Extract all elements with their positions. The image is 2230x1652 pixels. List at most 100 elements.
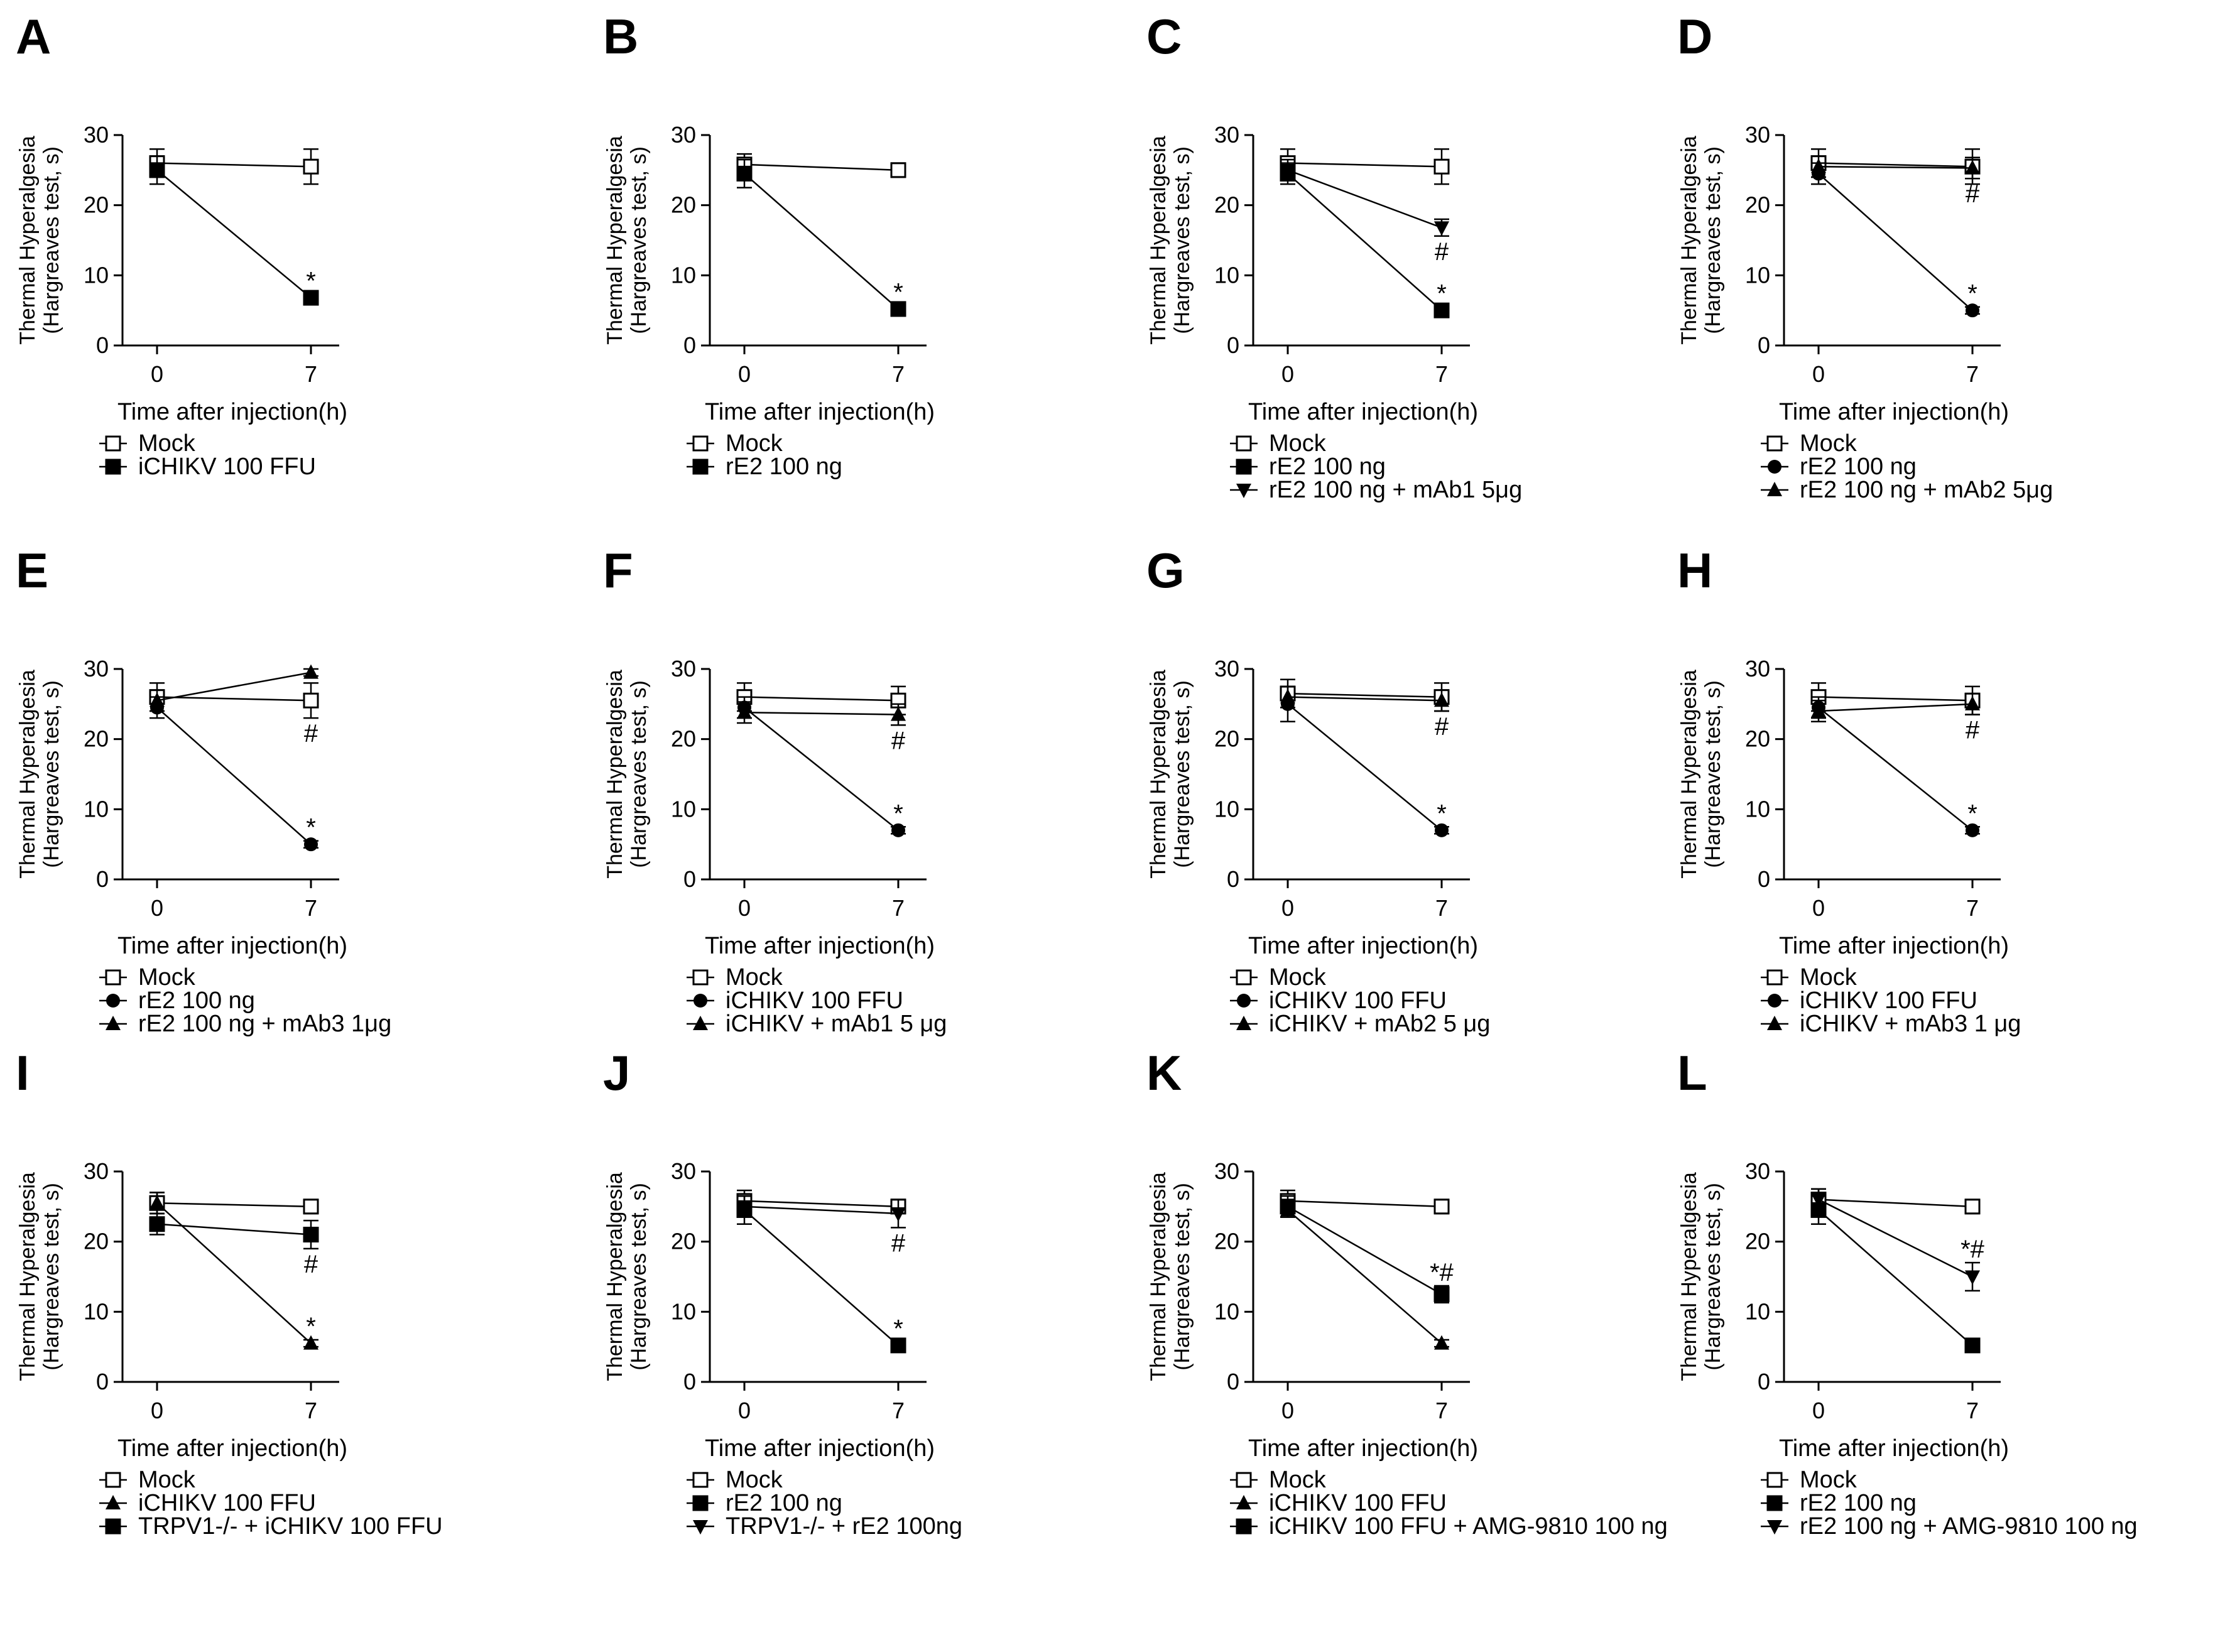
series-line	[744, 1205, 899, 1215]
series-line	[744, 163, 899, 171]
legend-item: Mock	[1761, 964, 1857, 991]
x-axis-title: Time after injection(h)	[1779, 1435, 2009, 1462]
legend-label: Mock	[138, 964, 196, 991]
y-tick-label: 30	[671, 122, 696, 148]
series-line	[1287, 1209, 1442, 1344]
data-point	[1811, 1193, 1826, 1208]
y-axis-title: (Hargreaves test, s)	[1170, 146, 1194, 334]
legend-item: iCHIKV 100 FFU	[99, 454, 316, 480]
x-tick-label: 0	[1812, 895, 1825, 921]
legend-item: rE2 100 ng	[99, 987, 255, 1014]
significance-mark: #	[304, 720, 318, 747]
legend-item: iCHIKV + mAb3 1 μg	[1761, 1011, 2021, 1037]
data-point	[890, 1337, 906, 1354]
significance-mark: *	[306, 267, 316, 295]
panel-F: F 0 10 20 30 0 7 Thermal Hyperalgesia (Hargreave…	[603, 543, 947, 1037]
series-line	[1287, 162, 1442, 168]
legend-item: Mock	[1761, 1467, 1857, 1493]
legend-marker	[693, 1016, 708, 1030]
y-tick-label: 10	[1214, 262, 1239, 288]
series-line	[156, 671, 312, 702]
x-tick-label: 7	[1966, 361, 1979, 387]
legend-marker	[1236, 1518, 1252, 1535]
panel-label: F	[603, 543, 633, 598]
data-point	[737, 1200, 752, 1215]
y-tick-label: 30	[671, 656, 696, 682]
series-line	[1818, 1209, 1973, 1346]
series-line	[744, 711, 899, 715]
data-point	[1966, 823, 1979, 837]
legend-label: Mock	[726, 430, 783, 457]
legend-label: rE2 100 ng	[1800, 454, 1917, 480]
panel-label: K	[1146, 1045, 1182, 1100]
x-tick-label: 7	[892, 895, 905, 921]
data-point	[891, 706, 906, 721]
data-point	[1964, 1337, 1981, 1354]
legend-marker	[1237, 994, 1251, 1008]
x-tick-label: 7	[892, 1398, 905, 1423]
legend-label: Mock	[1269, 964, 1327, 991]
data-point	[1435, 823, 1449, 837]
legend-item: Mock	[1230, 430, 1327, 457]
y-axis-title: Thermal Hyperalgesia	[603, 136, 627, 345]
significance-mark: *	[893, 278, 903, 306]
legend-label: iCHIKV 100 FFU	[1269, 1490, 1447, 1516]
panel-B: B 0 10 20 30 0 7 Thermal Hyperalgesia (Hargreave…	[603, 9, 935, 480]
y-tick-label: 0	[96, 866, 109, 892]
y-tick-label: 30	[1214, 656, 1239, 682]
legend-item: Mock	[99, 430, 196, 457]
legend-label: iCHIKV 100 FFU	[1800, 987, 1977, 1014]
y-axis-title: (Hargreaves test, s)	[40, 680, 63, 868]
panel-label: E	[16, 543, 48, 598]
y-tick-label: 20	[1745, 1229, 1770, 1254]
legend-label: rE2 100 ng	[1269, 454, 1386, 480]
y-tick-label: 10	[671, 262, 696, 288]
series-line	[1818, 703, 1973, 712]
legend-item: Mock	[99, 1467, 196, 1493]
y-tick-label: 20	[1214, 192, 1239, 218]
y-tick-label: 20	[1214, 726, 1239, 752]
legend-label: iCHIKV 100 FFU	[726, 987, 903, 1014]
significance-mark: #	[1966, 180, 1980, 208]
series-line	[156, 162, 312, 168]
x-tick-label: 0	[738, 895, 751, 921]
legend-item: Mock	[687, 1467, 783, 1493]
y-axis-title: (Hargreaves test, s)	[627, 1183, 651, 1371]
panel-label: G	[1146, 543, 1185, 598]
y-tick-label: 10	[1745, 796, 1770, 822]
x-tick-label: 0	[1281, 895, 1294, 921]
y-tick-label: 0	[1758, 332, 1770, 358]
data-point	[150, 692, 165, 707]
legend-marker	[693, 994, 707, 1008]
legend-marker	[692, 459, 709, 475]
y-axis-title: Thermal Hyperalgesia	[1677, 670, 1701, 879]
y-tick-label: 30	[671, 1158, 696, 1184]
y-tick-label: 30	[1214, 1158, 1239, 1184]
legend-marker	[1768, 460, 1781, 474]
legend-item: TRPV1-/- + rE2 100ng	[687, 1513, 962, 1540]
data-point	[303, 692, 319, 709]
y-axis-title: (Hargreaves test, s)	[40, 1183, 63, 1371]
series-line	[744, 1209, 899, 1346]
y-tick-label: 0	[683, 866, 696, 892]
legend-marker	[1768, 994, 1781, 1008]
y-tick-label: 10	[84, 262, 109, 288]
legend-item: iCHIKV 100 FFU	[1761, 987, 1977, 1014]
y-axis-title: (Hargreaves test, s)	[1170, 680, 1194, 868]
x-tick-label: 0	[1812, 361, 1825, 387]
significance-mark: #	[1966, 717, 1980, 744]
data-point	[303, 1198, 319, 1215]
legend-item: Mock	[99, 964, 196, 991]
legend-item: rE2 100 ng	[1761, 1490, 1917, 1516]
data-point	[1965, 1270, 1980, 1285]
legend-marker	[1767, 1520, 1782, 1535]
x-axis-title: Time after injection(h)	[117, 399, 347, 425]
y-tick-label: 0	[96, 1369, 109, 1394]
data-point	[1433, 302, 1450, 318]
y-tick-label: 20	[84, 1229, 109, 1254]
legend-label: TRPV1-/- + iCHIKV 100 FFU	[138, 1513, 443, 1540]
legend-label: iCHIKV + mAb1 5 μg	[726, 1011, 947, 1037]
significance-mark: #	[1435, 713, 1449, 741]
x-axis-title: Time after injection(h)	[117, 1435, 347, 1462]
legend-marker	[1236, 484, 1251, 498]
